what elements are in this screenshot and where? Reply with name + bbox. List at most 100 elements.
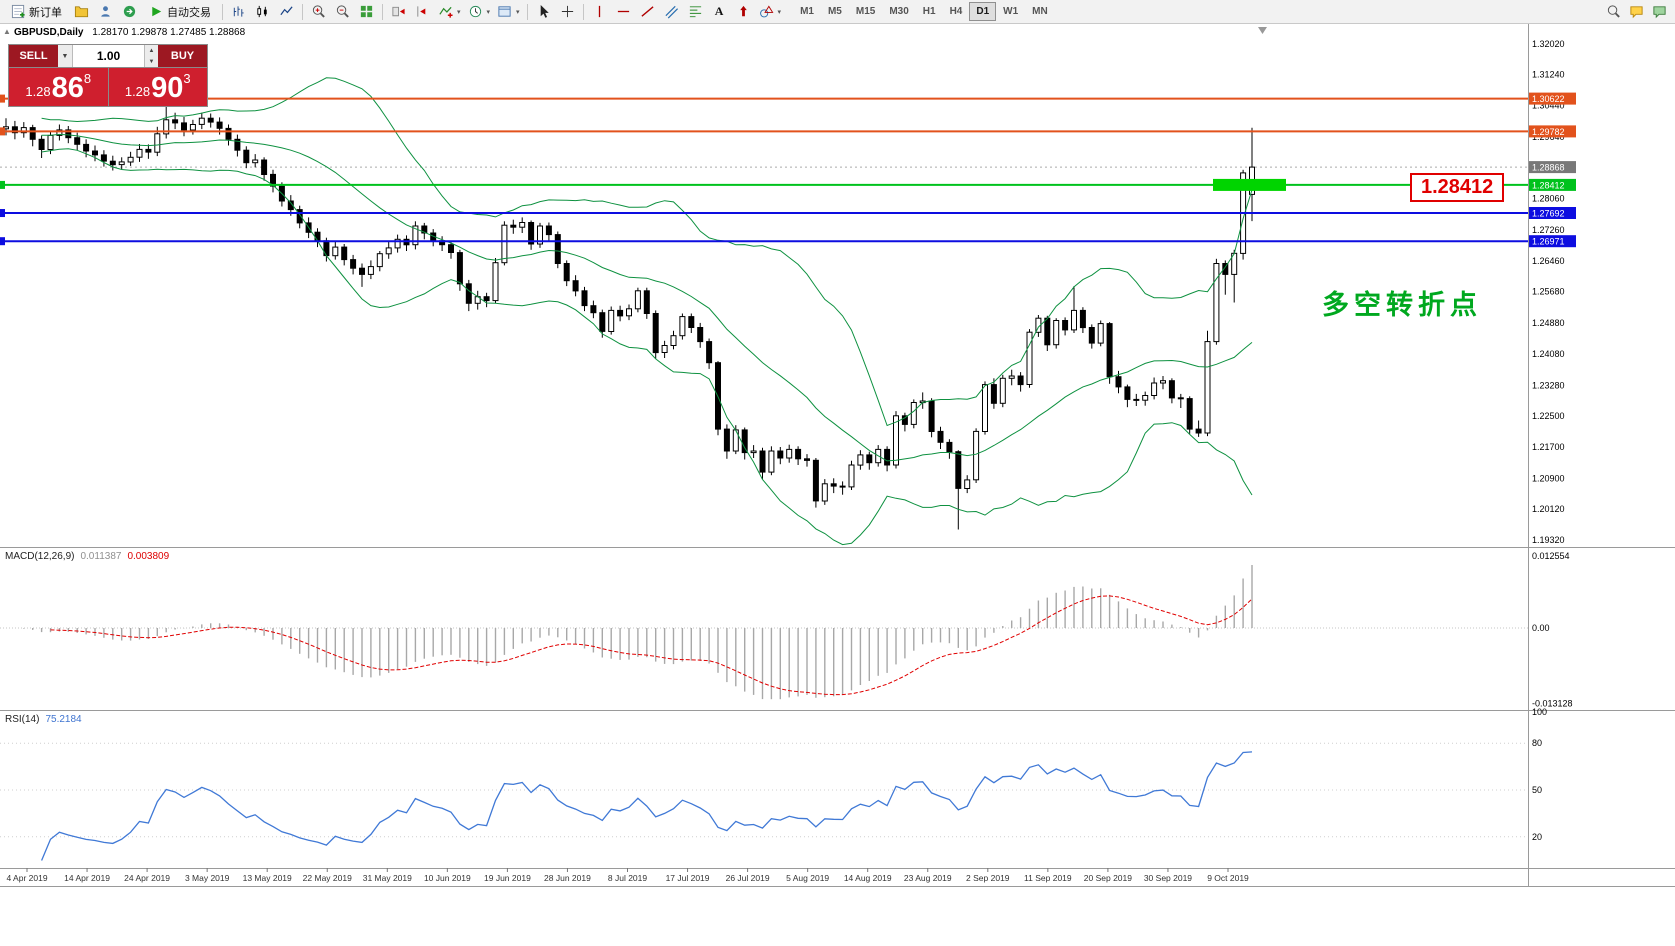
community-chat-button[interactable]	[1648, 2, 1671, 22]
periods-button[interactable]: ▾	[465, 2, 494, 22]
chart-annotation-text[interactable]: 多空转折点	[1322, 290, 1482, 320]
svg-text:1.28060: 1.28060	[1532, 194, 1565, 204]
channel-icon	[664, 5, 678, 19]
trendline-button[interactable]	[636, 2, 659, 22]
line-chart-button[interactable]	[275, 2, 298, 22]
market-watch-button[interactable]	[94, 2, 117, 22]
timeframe-toolbar: M1 M5 M15 M30 H1 H4 D1 W1 MN	[793, 2, 1055, 21]
tf-button-w1[interactable]: W1	[996, 2, 1025, 21]
svg-text:1.23280: 1.23280	[1532, 380, 1565, 390]
tile-windows-button[interactable]	[355, 2, 378, 22]
community-button[interactable]	[118, 2, 141, 22]
volume-steppers: ▲ ▼	[144, 45, 158, 67]
tf-button-mn[interactable]: MN	[1025, 2, 1055, 21]
search-button[interactable]	[1602, 2, 1625, 22]
cursor-button[interactable]	[532, 2, 555, 22]
svg-text:1.27692: 1.27692	[1532, 209, 1565, 219]
svg-text:30 Sep 2019: 30 Sep 2019	[1144, 873, 1192, 883]
shapes-tool-button[interactable]: ▾	[756, 2, 785, 22]
sell-button[interactable]: SELL	[9, 45, 58, 67]
sell-price-panel[interactable]: 1.28 86 8	[9, 68, 108, 106]
fibonacci-button[interactable]	[684, 2, 707, 22]
zoom-out-button[interactable]	[331, 2, 354, 22]
volume-down-button[interactable]: ▼	[145, 56, 158, 67]
volume-up-button[interactable]: ▲	[145, 45, 158, 56]
svg-text:19 Jun 2019: 19 Jun 2019	[484, 873, 531, 883]
toolbar-separator	[382, 3, 383, 20]
svg-text:1.24080: 1.24080	[1532, 349, 1565, 359]
svg-text:20 Sep 2019: 20 Sep 2019	[1084, 873, 1132, 883]
autotrading-button[interactable]: 自动交易	[142, 2, 218, 22]
profiles-button[interactable]	[70, 2, 93, 22]
svg-text:14 Apr 2019: 14 Apr 2019	[64, 873, 110, 883]
shapes-icon	[759, 5, 773, 18]
rsi-value: 75.2184	[45, 714, 82, 725]
play-icon	[152, 6, 162, 17]
buy-button[interactable]: BUY	[158, 45, 207, 67]
svg-text:22 May 2019: 22 May 2019	[303, 873, 352, 883]
crosshair-icon	[561, 5, 573, 18]
svg-text:0.00: 0.00	[1532, 623, 1550, 633]
new-order-button[interactable]: 新订单	[4, 2, 69, 22]
toolbar-separator	[526, 3, 528, 20]
toolbar-right-group	[1602, 2, 1671, 22]
crosshair-button[interactable]	[556, 2, 579, 22]
zoom-in-button[interactable]	[307, 2, 330, 22]
sell-price-sup: 8	[83, 71, 92, 86]
search-icon	[1607, 5, 1620, 18]
zoom-in-icon	[312, 5, 325, 18]
indicators-button[interactable]: ▾	[435, 2, 464, 22]
horizontal-line-button[interactable]	[612, 2, 635, 22]
clock-icon	[469, 5, 481, 18]
tf-button-h1[interactable]: H1	[916, 2, 943, 21]
buy-price-panel[interactable]: 1.28 90 3	[108, 68, 207, 106]
svg-text:11 Sep 2019: 11 Sep 2019	[1024, 873, 1072, 883]
fibonacci-icon	[689, 6, 701, 18]
auto-scroll-button[interactable]	[387, 2, 410, 22]
trade-panel-toggle[interactable]: ▲	[3, 27, 11, 36]
tf-button-m1[interactable]: M1	[793, 2, 821, 21]
tf-button-m5[interactable]: M5	[821, 2, 849, 21]
sell-price-big: 86	[51, 72, 84, 104]
person-icon	[101, 6, 110, 17]
ohlc-values: 1.28170 1.29878 1.27485 1.28868	[92, 27, 246, 38]
svg-text:0.012554: 0.012554	[1532, 551, 1570, 561]
svg-text:1.29782: 1.29782	[1532, 127, 1565, 137]
tf-button-m30[interactable]: M30	[882, 2, 915, 21]
candlestick-icon	[257, 5, 267, 18]
tf-button-h4[interactable]: H4	[943, 2, 970, 21]
vertical-line-button[interactable]	[588, 2, 611, 22]
svg-text:4 Apr 2019: 4 Apr 2019	[6, 873, 47, 883]
chat-button[interactable]	[1625, 2, 1648, 22]
candlestick-chart-button[interactable]	[251, 2, 274, 22]
dropdown-arrow-icon: ▾	[457, 8, 461, 16]
buy-price-sup: 3	[183, 71, 191, 86]
toolbar: 新订单 自动交易	[0, 0, 1675, 24]
chart-canvas[interactable]: 1.320201.312401.304401.296401.288601.280…	[0, 24, 1675, 946]
buy-price-base: 1.28	[124, 84, 151, 99]
rsi-name: RSI(14)	[5, 714, 40, 725]
volume-dropdown[interactable]: ▼	[58, 45, 73, 67]
horizontal-line-icon	[617, 10, 629, 13]
text-tool-button[interactable]: A	[708, 2, 731, 22]
price-level-callout[interactable]: 1.28412	[1410, 173, 1505, 202]
trendline-icon	[641, 6, 654, 17]
bar-chart-button[interactable]	[227, 2, 250, 22]
tf-button-m15[interactable]: M15	[849, 2, 882, 21]
toolbar-separator	[222, 3, 223, 20]
svg-text:17 Jul 2019: 17 Jul 2019	[666, 873, 710, 883]
volume-input[interactable]	[73, 45, 144, 67]
arrows-tool-button[interactable]	[732, 2, 755, 22]
svg-text:1.30440: 1.30440	[1532, 101, 1565, 111]
toolbar-separator	[302, 3, 303, 20]
toolbar-separator	[582, 3, 584, 20]
cursor-icon	[540, 4, 549, 18]
ch art-shift-button[interactable]	[411, 2, 434, 22]
svg-text:14 Aug 2019: 14 Aug 2019	[844, 873, 892, 883]
svg-text:-0.013128: -0.013128	[1532, 698, 1573, 708]
channel-button[interactable]	[660, 2, 683, 22]
tf-button-d1[interactable]: D1	[969, 2, 997, 21]
new-order-label: 新订单	[29, 6, 62, 19]
template-icon	[498, 6, 511, 17]
templates-button[interactable]: ▾	[494, 2, 523, 22]
